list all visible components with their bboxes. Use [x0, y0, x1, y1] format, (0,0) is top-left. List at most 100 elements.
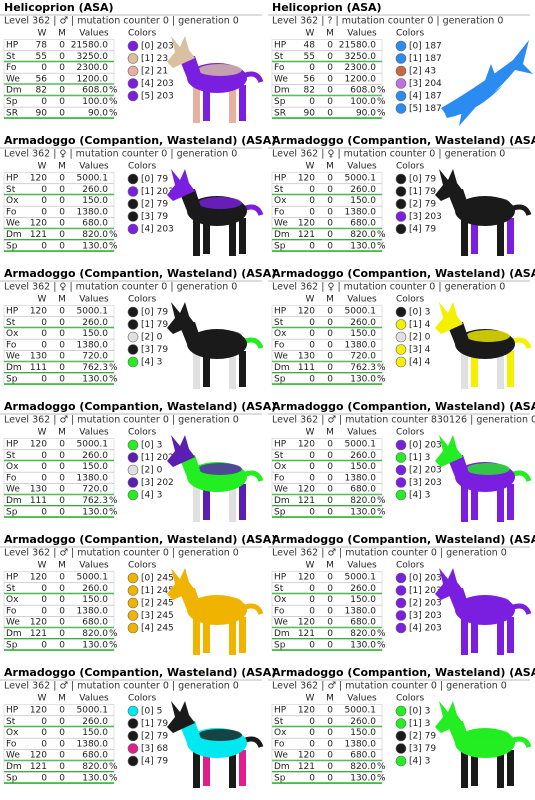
stat-value: 1380.0 [77, 739, 109, 749]
back [466, 729, 510, 741]
column-header: Values [79, 561, 109, 571]
stat-wild: 0 [41, 340, 47, 350]
back [198, 64, 242, 76]
stat-mutation: 0 [327, 773, 333, 783]
stat-unit: % [109, 108, 118, 118]
column-header: W [38, 694, 47, 704]
column-header: Values [79, 295, 109, 305]
stat-value: 820.0 [82, 629, 108, 639]
creature-title: Armadoggo (Compantion, Wasteland) (ASA) [4, 267, 276, 280]
stat-row [3, 95, 115, 108]
stat-mutation: 0 [327, 340, 333, 350]
stat-name: HP [6, 706, 19, 716]
stat-value: 5000.1 [77, 307, 109, 317]
creature-card: Armadoggo (Compantion, Wasteland) (ASA) L… [268, 267, 535, 389]
stat-name: Dm [6, 230, 22, 240]
stat-mutation: 0 [327, 307, 333, 317]
stat-wild: 0 [309, 507, 315, 517]
leg [203, 218, 210, 254]
stat-mutation: 0 [59, 241, 65, 251]
stat-mutation: 0 [59, 363, 65, 373]
stat-wild: 0 [41, 728, 47, 738]
stat-wild: 0 [309, 207, 315, 217]
stat-name: Ox [6, 595, 19, 605]
leg [193, 617, 200, 655]
creature-title: Armadoggo (Compantion, Wasteland) (ASA) [4, 666, 276, 679]
color-label: [0] 3 [141, 441, 162, 451]
head [435, 701, 463, 733]
stat-mutation: 0 [327, 496, 333, 506]
back [466, 330, 510, 342]
stat-name: Ox [6, 462, 19, 472]
leg [461, 750, 468, 788]
stat-wild: 0 [309, 584, 315, 594]
stat-mutation: 0 [59, 762, 65, 772]
stat-value: 150.0 [82, 329, 108, 339]
creature-title: Armadoggo (Compantion, Wasteland) (ASA) [272, 400, 535, 413]
head [167, 302, 195, 334]
stat-value: 90.0 [356, 108, 376, 118]
stat-value: 1200.0 [77, 74, 109, 84]
creature-title: Helicoprion (ASA) [272, 1, 382, 14]
stat-name: Ox [274, 196, 287, 206]
stat-wild: 0 [309, 473, 315, 483]
stat-wild: 0 [41, 185, 47, 195]
stat-mutation: 0 [327, 739, 333, 749]
column-header: Values [79, 428, 109, 438]
back [466, 596, 510, 608]
stat-name: Fo [274, 606, 285, 616]
column-header: W [306, 29, 315, 39]
stat-wild: 120 [298, 440, 315, 450]
stat-name: HP [274, 307, 287, 317]
stat-mutation: 0 [59, 573, 65, 583]
color-label: [2] 0 [141, 333, 163, 343]
stat-wild: 0 [309, 739, 315, 749]
leg [239, 351, 246, 387]
color-swatch [127, 622, 139, 634]
stat-value: 1380.0 [77, 606, 109, 616]
color-swatch [127, 40, 139, 52]
color-label: [2] 0 [141, 466, 163, 476]
stat-value: 5000.1 [77, 174, 109, 184]
color-swatch [395, 90, 407, 102]
stat-unit: % [377, 374, 386, 384]
stat-name: Sp [6, 640, 18, 650]
stat-name: St [6, 52, 16, 62]
color-label: [1] 23 [141, 54, 168, 64]
column-header: Colors [396, 162, 424, 172]
color-label: [3] 4 [409, 345, 431, 355]
creature-title: Armadoggo (Compantion, Wasteland) (ASA) [272, 267, 535, 280]
column-header: M [326, 428, 334, 438]
stat-wild: 0 [41, 462, 47, 472]
stat-wild: 0 [41, 63, 47, 73]
column-header: W [306, 428, 315, 438]
stat-mutation: 0 [327, 363, 333, 373]
leg [239, 750, 246, 786]
stat-name: Ox [274, 595, 287, 605]
creature-info: Level 362 | ♂ | mutation counter 0 | gen… [4, 681, 239, 692]
creature-title: Armadoggo (Compantion, Wasteland) (ASA) [272, 533, 535, 546]
color-swatch [395, 452, 407, 463]
color-swatch [395, 223, 407, 235]
leg [203, 85, 210, 121]
color-swatch [127, 477, 139, 488]
leg [507, 218, 514, 254]
color-label: [1] 4 [409, 320, 431, 330]
leg [229, 484, 236, 522]
creature-title: Armadoggo (Compantion, Wasteland) (ASA) [4, 134, 276, 147]
belly [445, 85, 503, 118]
head [167, 701, 195, 733]
stat-value: 260.0 [350, 318, 376, 328]
column-header: W [306, 694, 315, 704]
head [167, 435, 195, 467]
column-header: M [326, 561, 334, 571]
stat-name: We [6, 74, 20, 84]
stat-wild: 120 [30, 573, 47, 583]
color-label: [2] 79 [141, 200, 168, 210]
color-label: [4] 203 [409, 624, 442, 634]
head [435, 169, 463, 201]
stat-unit: % [377, 230, 386, 240]
stat-value: 820.0 [82, 230, 108, 240]
color-label: [0] 79 [141, 175, 168, 185]
stat-value: 680.0 [82, 219, 108, 229]
